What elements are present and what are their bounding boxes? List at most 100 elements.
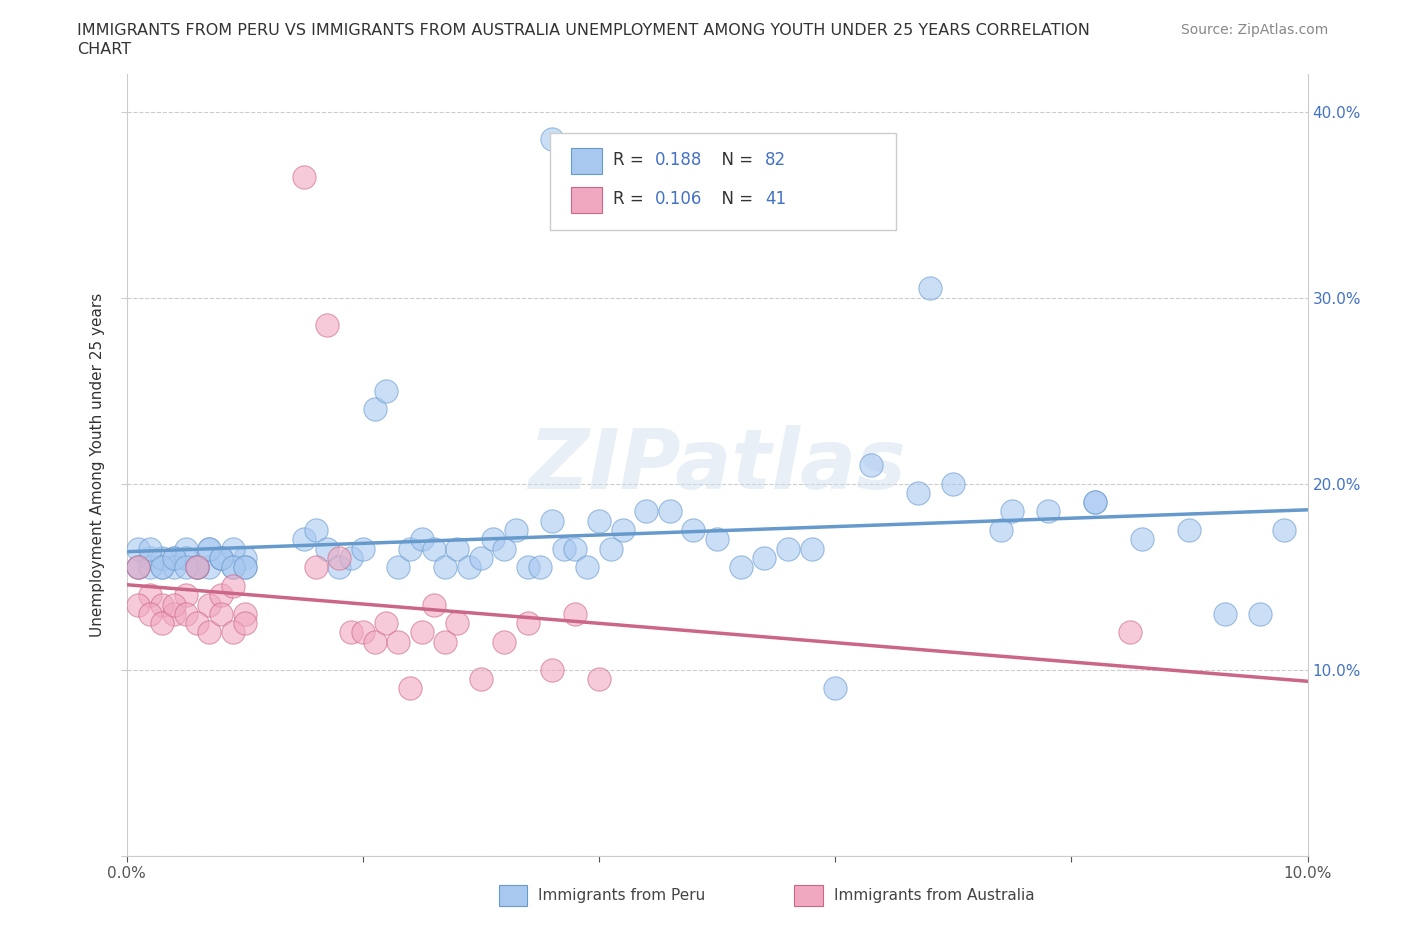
Point	[209, 551, 232, 565]
Point	[292, 169, 315, 184]
Text: Immigrants from Peru: Immigrants from Peru	[538, 888, 706, 903]
Point	[517, 616, 540, 631]
Point	[1084, 495, 1107, 510]
Point	[139, 551, 162, 565]
Point	[824, 681, 846, 696]
Point	[233, 606, 256, 621]
Point	[222, 560, 245, 575]
Point	[612, 523, 634, 538]
Point	[163, 551, 186, 565]
Point	[730, 560, 752, 575]
Point	[1130, 532, 1153, 547]
Text: R =: R =	[613, 151, 650, 168]
Point	[776, 541, 799, 556]
Point	[387, 560, 409, 575]
Point	[127, 597, 149, 612]
Point	[434, 634, 457, 649]
Point	[127, 560, 149, 575]
Point	[1249, 606, 1271, 621]
Point	[163, 597, 186, 612]
Text: ZIPatlas: ZIPatlas	[529, 424, 905, 506]
Point	[198, 541, 221, 556]
Point	[222, 541, 245, 556]
Y-axis label: Unemployment Among Youth under 25 years: Unemployment Among Youth under 25 years	[90, 293, 105, 637]
Point	[458, 560, 481, 575]
Point	[316, 541, 339, 556]
Point	[139, 588, 162, 603]
Point	[150, 560, 173, 575]
Text: Immigrants from Australia: Immigrants from Australia	[834, 888, 1035, 903]
Point	[434, 560, 457, 575]
Point	[494, 541, 516, 556]
Point	[139, 606, 162, 621]
Point	[990, 523, 1012, 538]
Point	[127, 541, 149, 556]
Text: CHART: CHART	[77, 42, 131, 57]
Point	[588, 513, 610, 528]
Point	[150, 551, 173, 565]
Point	[174, 551, 197, 565]
Point	[352, 541, 374, 556]
Point	[800, 541, 823, 556]
Point	[481, 532, 503, 547]
Point	[1001, 504, 1024, 519]
Point	[198, 597, 221, 612]
Text: IMMIGRANTS FROM PERU VS IMMIGRANTS FROM AUSTRALIA UNEMPLOYMENT AMONG YOUTH UNDER: IMMIGRANTS FROM PERU VS IMMIGRANTS FROM …	[77, 23, 1090, 38]
Point	[233, 616, 256, 631]
Point	[222, 625, 245, 640]
Point	[304, 523, 326, 538]
Point	[636, 504, 658, 519]
Point	[198, 541, 221, 556]
Point	[304, 560, 326, 575]
Point	[222, 560, 245, 575]
Point	[422, 541, 444, 556]
Point	[174, 541, 197, 556]
Point	[352, 625, 374, 640]
Point	[139, 560, 162, 575]
Text: 82: 82	[765, 151, 786, 168]
Point	[209, 588, 232, 603]
Text: R =: R =	[613, 190, 650, 207]
Point	[209, 551, 232, 565]
Point	[198, 560, 221, 575]
Point	[163, 551, 186, 565]
Point	[127, 560, 149, 575]
Point	[517, 560, 540, 575]
Point	[470, 551, 492, 565]
Point	[198, 625, 221, 640]
Point	[375, 616, 398, 631]
Point	[363, 634, 385, 649]
Point	[328, 560, 350, 575]
Point	[446, 541, 468, 556]
Point	[658, 504, 681, 519]
Point	[292, 532, 315, 547]
Point	[186, 560, 208, 575]
Point	[328, 551, 350, 565]
Point	[209, 606, 232, 621]
Point	[470, 671, 492, 686]
Point	[411, 625, 433, 640]
Text: 41: 41	[765, 190, 786, 207]
Point	[127, 560, 149, 575]
Point	[540, 513, 562, 528]
Point	[363, 402, 385, 417]
Point	[233, 551, 256, 565]
Point	[859, 458, 882, 472]
Point	[576, 560, 599, 575]
Point	[1084, 495, 1107, 510]
Point	[163, 606, 186, 621]
Point	[209, 551, 232, 565]
Point	[907, 485, 929, 500]
Point	[399, 541, 422, 556]
Point	[174, 588, 197, 603]
Point	[529, 560, 551, 575]
Point	[174, 606, 197, 621]
Point	[375, 383, 398, 398]
Point	[150, 560, 173, 575]
Point	[316, 318, 339, 333]
Point	[1272, 523, 1295, 538]
Point	[422, 597, 444, 612]
Point	[233, 560, 256, 575]
Point	[540, 662, 562, 677]
Point	[1119, 625, 1142, 640]
